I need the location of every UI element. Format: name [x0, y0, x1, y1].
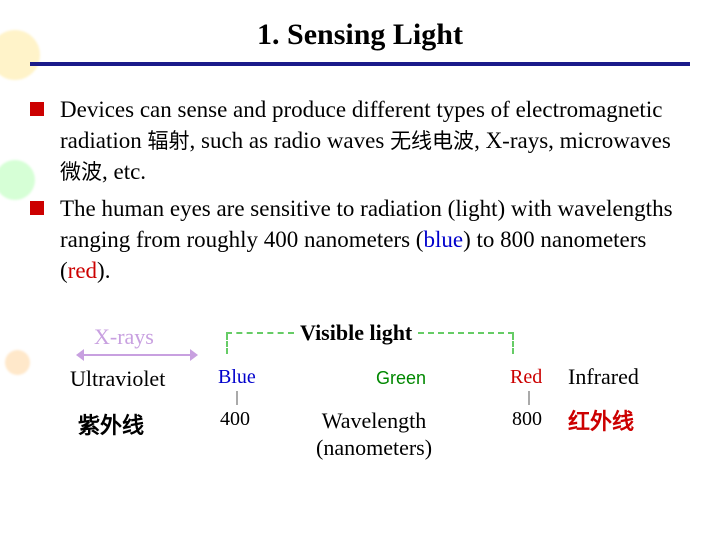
- bullet-item: Devices can sense and produce different …: [30, 94, 690, 187]
- visible-light-row: Visible light: [226, 320, 570, 346]
- wavelength-axis-label: Wavelength (nanometers): [316, 408, 432, 461]
- ultraviolet-cn-label: 紫外线: [78, 408, 144, 440]
- xrays-label: X-rays: [94, 324, 154, 350]
- text-segment: ).: [97, 258, 110, 283]
- text-segment: 微波: [60, 160, 102, 184]
- ultraviolet-label: Ultraviolet: [70, 366, 165, 392]
- red-label: Red: [510, 366, 542, 389]
- text-segment: 无线电波: [390, 129, 474, 153]
- bullet-item: The human eyes are sensitive to radiatio…: [30, 193, 690, 286]
- text-segment: red: [68, 258, 97, 283]
- infrared-label: Infrared: [568, 364, 639, 390]
- bullet-text: The human eyes are sensitive to radiatio…: [60, 193, 690, 286]
- text-segment: , X‑rays, microwaves: [474, 128, 671, 153]
- title-underline: [30, 62, 690, 66]
- text-segment: , such as radio waves: [190, 128, 391, 153]
- tick-label-high: 800: [512, 408, 542, 431]
- text-segment: , etc.: [102, 159, 146, 184]
- visible-light-label: Visible light: [294, 320, 418, 346]
- tick-label-low: 400: [220, 408, 250, 431]
- green-label: Green: [376, 368, 426, 389]
- xrays-arrow: [82, 354, 192, 356]
- content-area: Devices can sense and produce different …: [0, 94, 720, 286]
- bullet-marker-icon: [30, 102, 44, 116]
- slide-title: 1. Sensing Light: [0, 0, 720, 62]
- dashed-bracket-left: [226, 332, 294, 334]
- text-segment: blue: [423, 227, 463, 252]
- bullet-marker-icon: [30, 201, 44, 215]
- dashed-bracket-right: [418, 332, 514, 334]
- infrared-cn-label: 红外线: [568, 404, 634, 436]
- wavelength-line1: Wavelength: [322, 408, 427, 433]
- bullet-text: Devices can sense and produce different …: [60, 94, 690, 187]
- wavelength-line2: (nanometers): [316, 435, 432, 460]
- spectrum-diagram: X-rays Visible light Ultraviolet 紫外线 Blu…: [60, 316, 680, 496]
- tick-mark-high: [528, 391, 530, 405]
- tick-mark-low: [236, 391, 238, 405]
- bg-decoration: [5, 350, 30, 375]
- text-segment: 辐射: [148, 129, 190, 153]
- blue-label: Blue: [218, 366, 256, 389]
